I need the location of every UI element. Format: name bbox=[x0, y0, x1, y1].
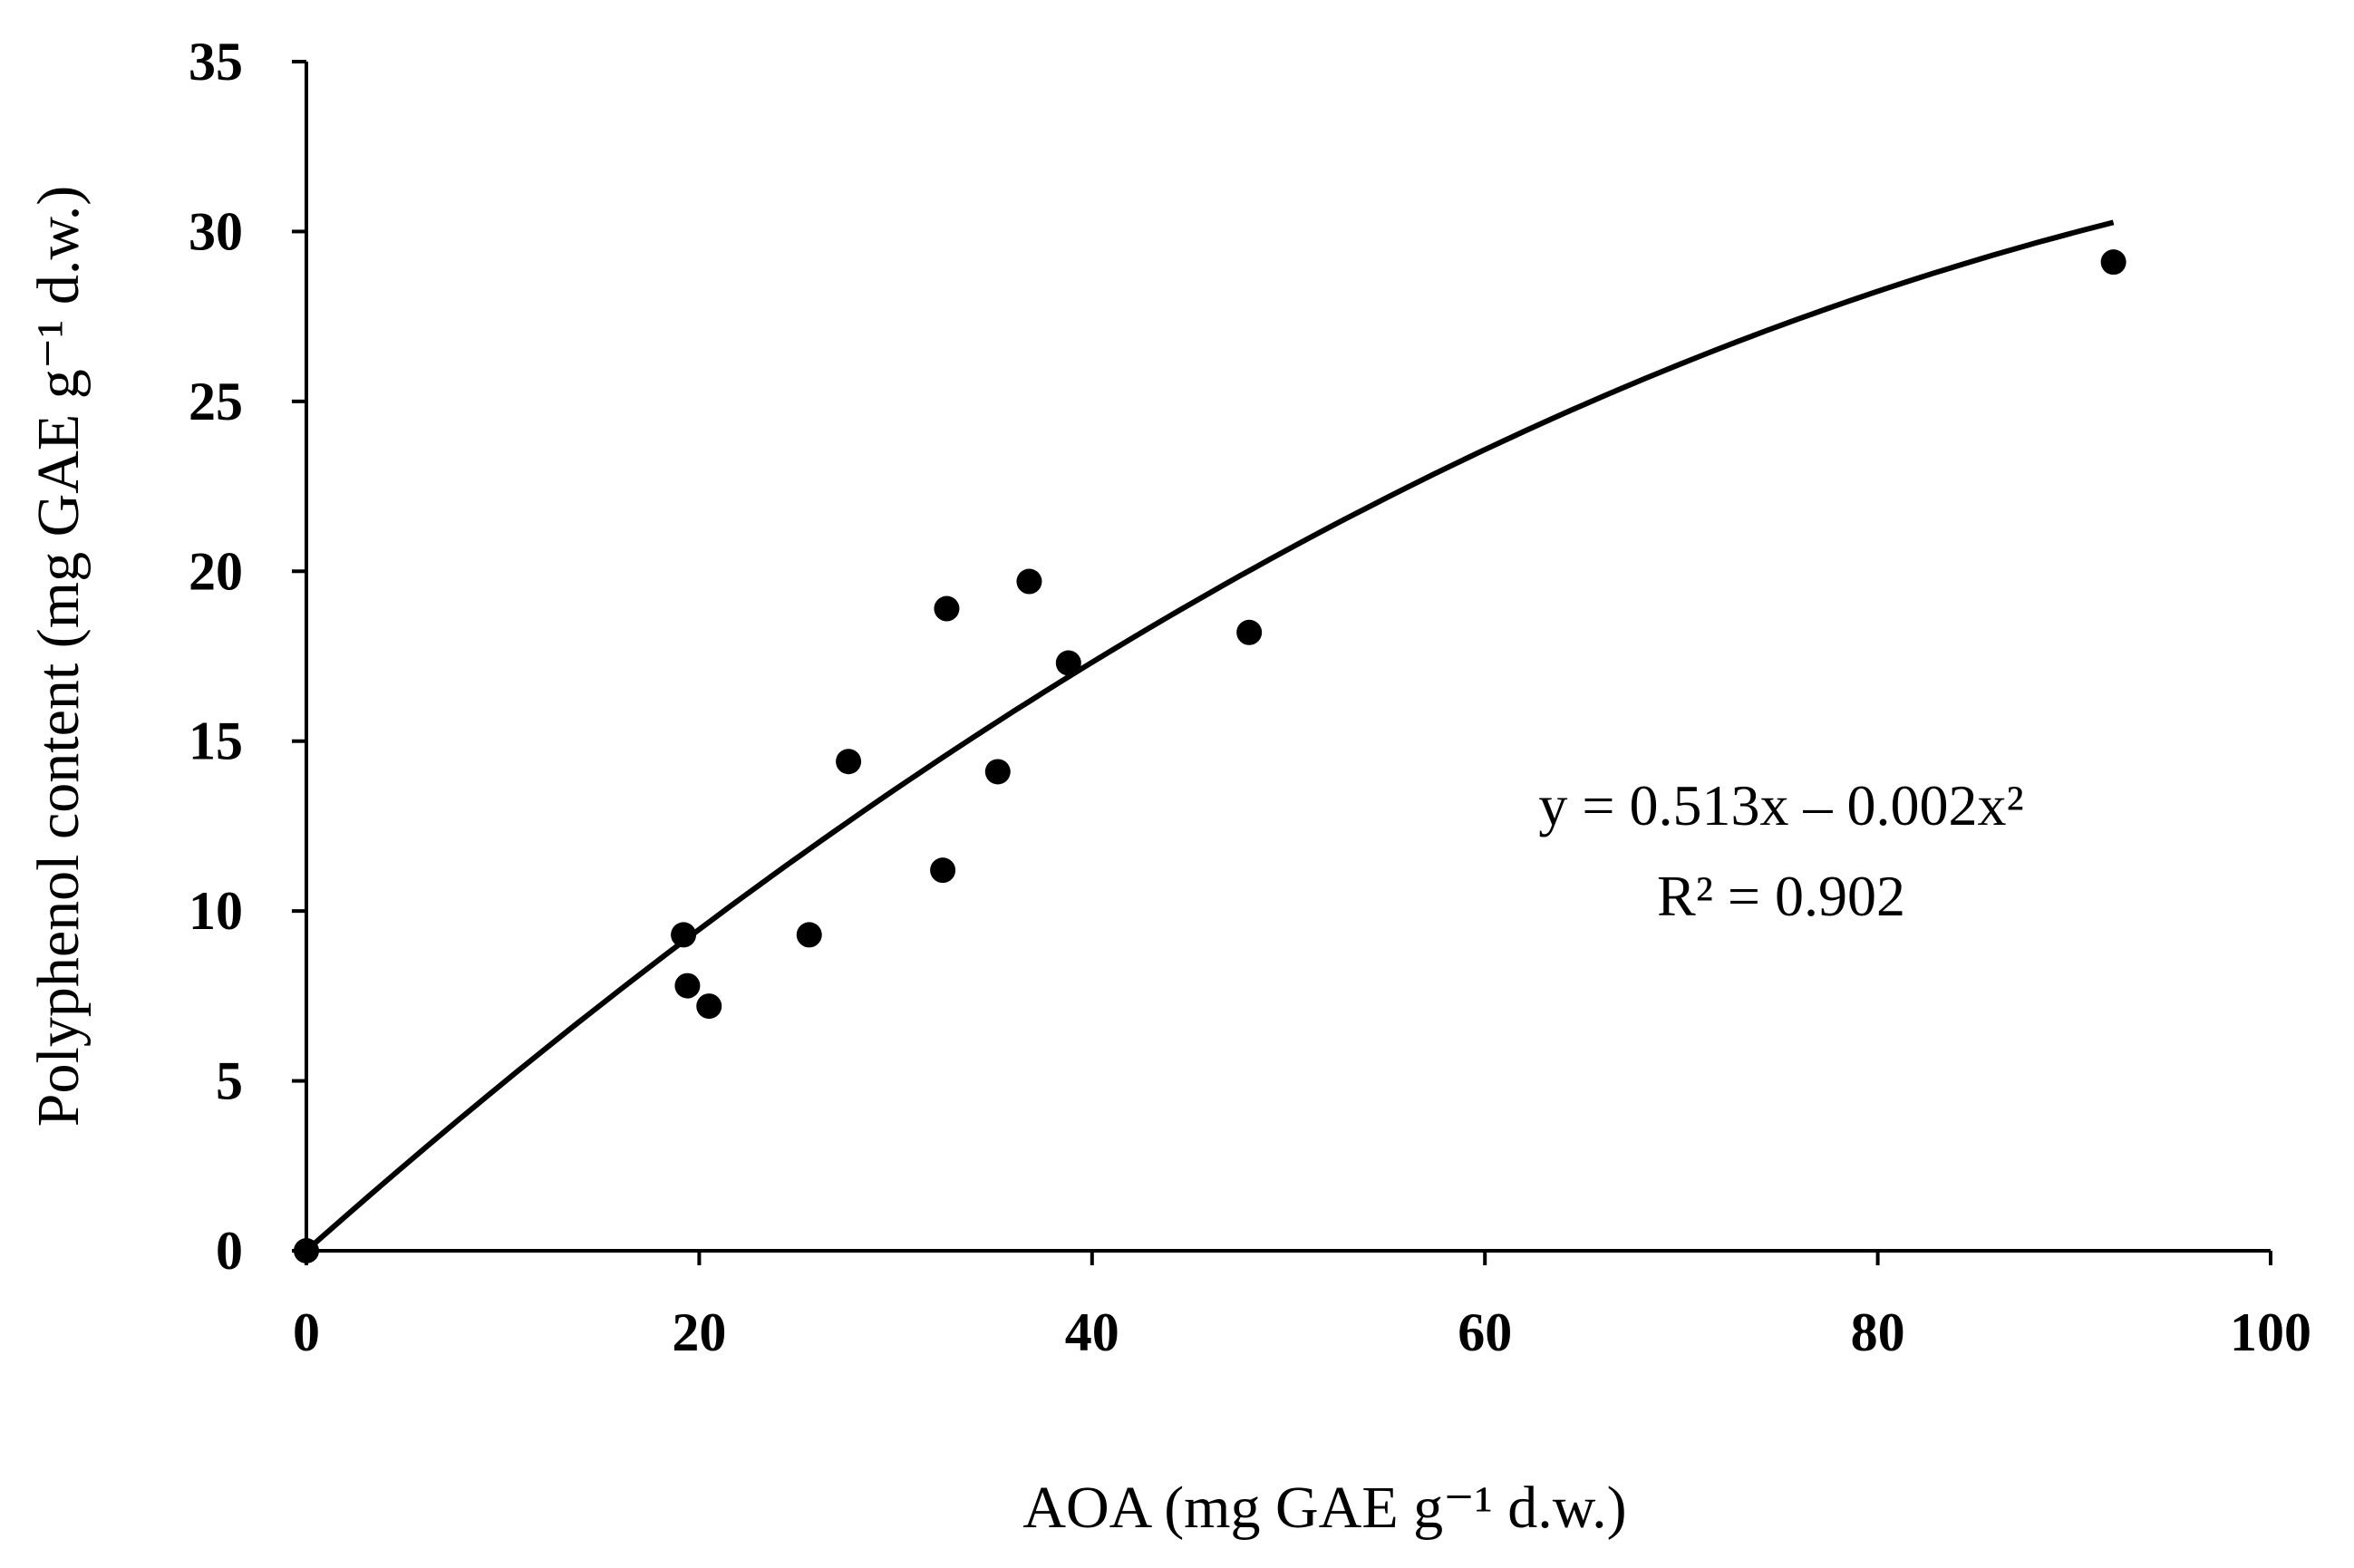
r-squared-label: R² = 0.902 bbox=[1657, 864, 1905, 928]
data-point bbox=[1055, 650, 1081, 676]
data-point bbox=[696, 993, 722, 1020]
y-axis-title: Polyphenol content (mg GAE g⁻¹ d.w.) bbox=[25, 186, 92, 1127]
y-tick-label: 0 bbox=[216, 1221, 243, 1281]
data-points bbox=[294, 249, 2126, 1263]
x-tick-label: 20 bbox=[672, 1302, 726, 1362]
y-tick-label: 35 bbox=[189, 32, 243, 92]
x-ticks: 0 20 40 60 80 100 bbox=[293, 1251, 2311, 1362]
data-point bbox=[671, 922, 697, 948]
data-point bbox=[796, 922, 822, 948]
data-point bbox=[1236, 619, 1263, 645]
data-point bbox=[984, 759, 1011, 785]
data-point bbox=[836, 749, 862, 775]
trendline-curve bbox=[305, 219, 2115, 1253]
data-point bbox=[930, 857, 956, 884]
data-point bbox=[294, 1238, 319, 1263]
y-tick-label: 20 bbox=[189, 541, 243, 601]
x-tick-label: 0 bbox=[293, 1302, 320, 1362]
x-tick-label: 60 bbox=[1458, 1302, 1512, 1362]
y-tick-label: 25 bbox=[189, 372, 243, 431]
x-tick-label: 80 bbox=[1851, 1302, 1905, 1362]
x-tick-label: 40 bbox=[1065, 1302, 1119, 1362]
data-point bbox=[674, 973, 701, 999]
data-point bbox=[934, 595, 960, 622]
x-tick-label: 100 bbox=[2230, 1302, 2311, 1362]
y-tick-label: 10 bbox=[189, 881, 243, 941]
data-point bbox=[2100, 249, 2126, 276]
data-point bbox=[1016, 568, 1042, 595]
y-tick-label: 15 bbox=[189, 711, 243, 771]
y-tick-label: 5 bbox=[216, 1051, 243, 1111]
x-axis-title: AOA (mg GAE g⁻¹ d.w.) bbox=[1022, 1475, 1626, 1541]
y-tick-label: 30 bbox=[189, 201, 243, 261]
y-ticks: 0 5 10 15 20 25 30 35 bbox=[189, 32, 306, 1281]
trendline-equation: y = 0.513x – 0.002x² bbox=[1538, 773, 2023, 837]
axes bbox=[305, 62, 2271, 1253]
